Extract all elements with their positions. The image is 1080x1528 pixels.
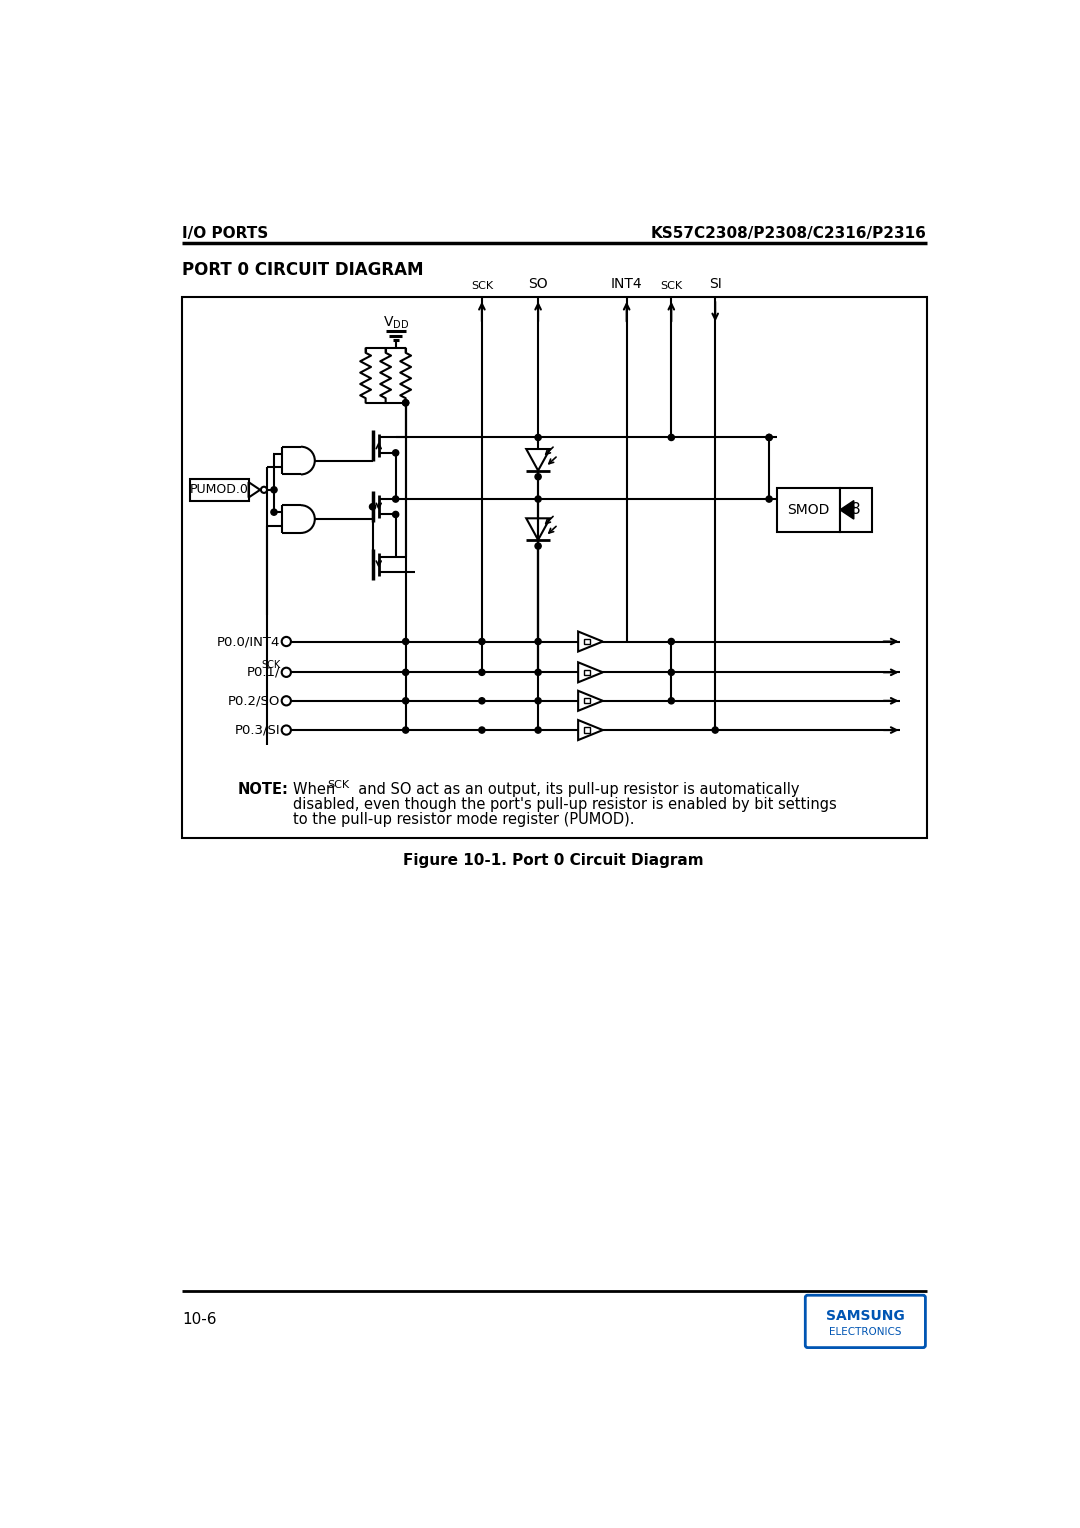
Circle shape (403, 727, 408, 733)
Text: SAMSUNG: SAMSUNG (826, 1309, 905, 1323)
Text: SCK: SCK (327, 781, 349, 790)
Circle shape (766, 434, 772, 440)
Polygon shape (578, 691, 603, 711)
Circle shape (669, 698, 674, 704)
Text: P0.3/SI: P0.3/SI (234, 724, 280, 736)
Circle shape (669, 669, 674, 675)
Circle shape (766, 497, 772, 503)
Text: SO: SO (528, 277, 548, 292)
Circle shape (271, 487, 278, 494)
Text: INT4: INT4 (611, 277, 643, 292)
Circle shape (535, 497, 541, 503)
Text: disabled, even though the port's pull-up resistor is enabled by bit settings: disabled, even though the port's pull-up… (294, 798, 837, 811)
Circle shape (669, 639, 674, 645)
Circle shape (403, 639, 408, 645)
Text: PUMOD.0: PUMOD.0 (190, 483, 248, 497)
Circle shape (478, 727, 485, 733)
Text: ELECTRONICS: ELECTRONICS (829, 1328, 902, 1337)
Bar (183, 298, 927, 837)
Polygon shape (840, 501, 854, 520)
Text: SMOD: SMOD (787, 503, 829, 516)
Circle shape (535, 434, 541, 440)
Circle shape (392, 449, 399, 455)
Text: P0.0/INT4: P0.0/INT4 (217, 636, 280, 648)
Text: P0.2/SO: P0.2/SO (228, 694, 280, 707)
Text: 8: 8 (851, 503, 861, 518)
Circle shape (535, 542, 541, 549)
Text: I/O PORTS: I/O PORTS (183, 226, 269, 241)
Text: SCK: SCK (660, 281, 683, 292)
Circle shape (478, 669, 485, 675)
Polygon shape (578, 662, 603, 683)
Text: SCK: SCK (261, 660, 280, 671)
Circle shape (766, 434, 772, 440)
Circle shape (535, 474, 541, 480)
Text: When: When (294, 782, 340, 798)
Circle shape (535, 669, 541, 675)
Circle shape (535, 639, 541, 645)
Text: to the pull-up resistor mode register (PUMOD).: to the pull-up resistor mode register (P… (294, 811, 635, 827)
Circle shape (712, 727, 718, 733)
Text: NOTE:: NOTE: (238, 782, 288, 798)
Circle shape (535, 727, 541, 733)
Text: P0.1/: P0.1/ (246, 666, 280, 678)
Bar (584, 639, 590, 645)
Circle shape (478, 639, 485, 645)
Bar (584, 669, 590, 675)
Text: Figure 10-1. Port 0 Circuit Diagram: Figure 10-1. Port 0 Circuit Diagram (403, 854, 704, 868)
Bar (190, 480, 248, 501)
Polygon shape (578, 631, 603, 651)
Circle shape (271, 509, 278, 515)
Circle shape (535, 698, 541, 704)
Circle shape (403, 698, 408, 704)
Circle shape (669, 434, 674, 440)
Text: V$_{\mathsf{DD}}$: V$_{\mathsf{DD}}$ (382, 315, 408, 330)
Circle shape (369, 504, 376, 510)
Circle shape (392, 497, 399, 503)
Text: SI: SI (708, 277, 721, 292)
Text: KS57C2308/P2308/C2316/P2316: KS57C2308/P2308/C2316/P2316 (651, 226, 927, 241)
Circle shape (403, 669, 408, 675)
Circle shape (392, 512, 399, 518)
Circle shape (478, 698, 485, 704)
Bar (584, 698, 590, 703)
Circle shape (403, 400, 408, 406)
Text: PORT 0 CIRCUIT DIAGRAM: PORT 0 CIRCUIT DIAGRAM (183, 261, 423, 278)
Text: and SO act as an output, its pull-up resistor is automatically: and SO act as an output, its pull-up res… (349, 782, 799, 798)
Bar (840, 487, 873, 532)
Polygon shape (578, 720, 603, 740)
Text: SCK: SCK (471, 281, 492, 292)
Bar (777, 487, 840, 532)
Circle shape (403, 400, 408, 406)
Bar (584, 727, 590, 733)
FancyBboxPatch shape (806, 1296, 926, 1348)
Text: 10-6: 10-6 (183, 1311, 217, 1326)
